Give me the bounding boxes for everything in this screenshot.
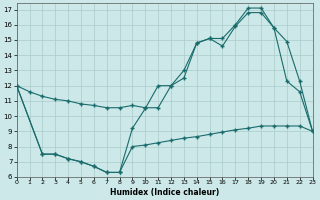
X-axis label: Humidex (Indice chaleur): Humidex (Indice chaleur) [110,188,219,197]
